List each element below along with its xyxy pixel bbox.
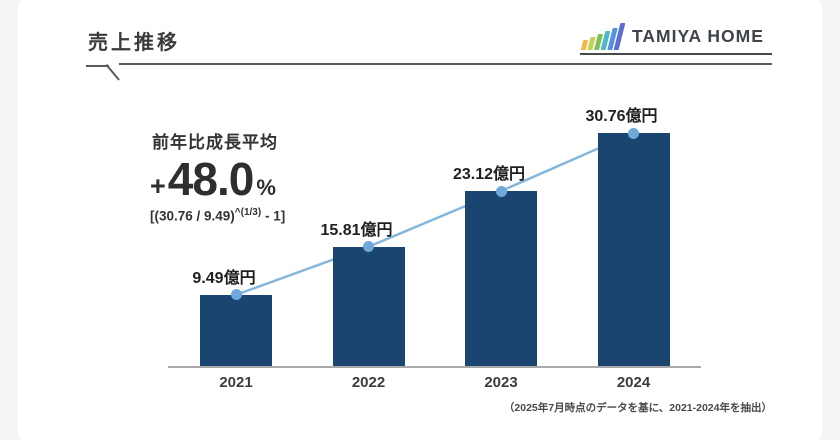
growth-value: 48.0: [167, 153, 255, 205]
value-label-2024: 30.76億円: [585, 108, 658, 125]
trend-dot-2023: [495, 185, 507, 197]
bar-2021: [200, 294, 272, 367]
title-underline-main: [119, 63, 772, 65]
value-label-2023: 23.12億円: [452, 166, 526, 184]
year-label-2022: 2022: [351, 374, 386, 391]
bar-2023: [465, 191, 537, 367]
year-label-2024: 2024: [616, 374, 651, 391]
logo-text: TAMIYA HOME: [632, 26, 764, 46]
logo-underline: [580, 53, 772, 55]
trend-dot-2024: [628, 127, 639, 139]
percent-sign: %: [256, 175, 276, 200]
value-label-2021: 9.49億円: [192, 269, 256, 287]
year-label-2023: 2023: [484, 374, 518, 391]
growth-average-label: 前年比成長平均: [152, 133, 278, 152]
data-source-note: （2025年7月時点のデータを基に、2021-2024年を抽出）: [503, 402, 772, 414]
trend-dot-2022: [363, 241, 374, 253]
formula-exponent: ^(1/3): [234, 207, 262, 218]
value-label-2022: 15.81億円: [320, 221, 393, 239]
growth-percentage: + 48.0 %: [150, 152, 276, 206]
bar-2022: [332, 246, 405, 367]
company-logo: TAMIYA HOME: [580, 22, 774, 56]
plus-sign: +: [150, 171, 166, 201]
growth-bars-icon: [580, 22, 628, 50]
growth-formula: [(30.76 / 9.49)^(1/3) - 1]: [150, 207, 285, 224]
formula-suffix: - 1]: [261, 208, 286, 224]
x-axis-line: [168, 366, 701, 368]
title-underline-left: [86, 65, 109, 67]
year-label-2021: 2021: [219, 374, 253, 391]
bar-2024: [597, 133, 670, 367]
page-title: 売上推移: [88, 32, 180, 54]
formula-prefix: [(30.76 / 9.49): [150, 208, 235, 224]
trend-dot-2021: [230, 289, 242, 301]
